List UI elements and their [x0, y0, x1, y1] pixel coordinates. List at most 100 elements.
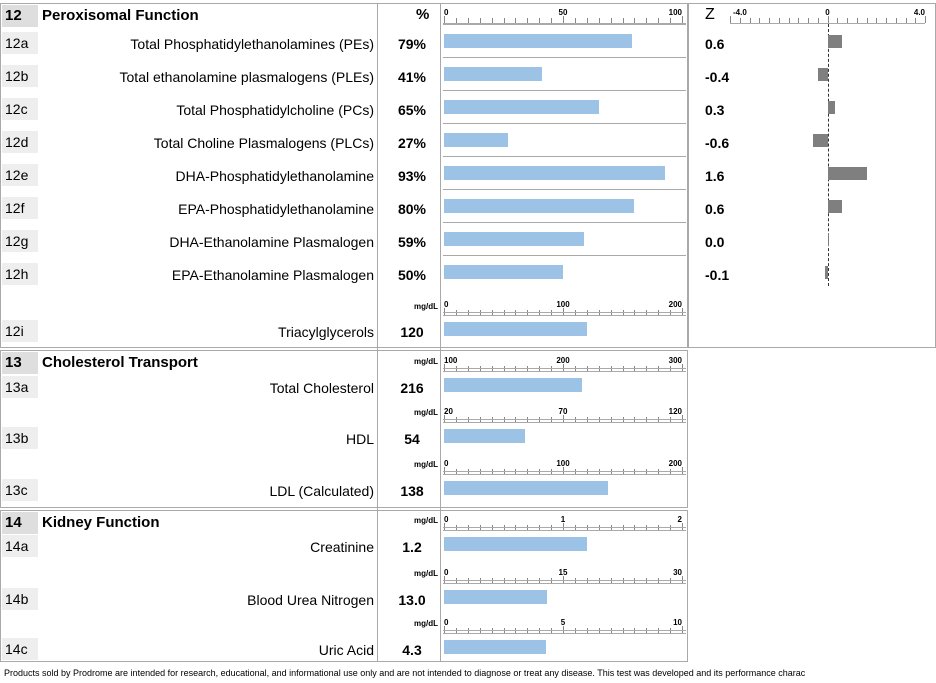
z-tick [759, 18, 761, 23]
unit-label: mg/dL [414, 460, 438, 469]
percent-scale-tick [479, 18, 481, 23]
z-tick [730, 16, 731, 23]
z-tick [876, 18, 878, 23]
percent-scale-tick [622, 18, 624, 23]
z-tick [837, 18, 839, 23]
kidney-row-bar [444, 640, 547, 654]
pe-row-code: 12f [2, 197, 38, 219]
pe-row-bar [444, 166, 666, 180]
pe-row-value: 93% [397, 168, 427, 184]
lipid-row-label: LDL (Calculated) [269, 483, 374, 499]
z-score-bar [825, 266, 828, 279]
z-tick [817, 18, 819, 23]
pe-row-code: 12g [2, 230, 38, 252]
pe-row-bar [444, 232, 585, 246]
tag-scale-tick-label: 100 [556, 300, 570, 309]
kidney-scale-tick-label: 30 [673, 568, 682, 577]
kidney-row-code: 14b [2, 588, 38, 610]
z-score-value: 0.6 [705, 201, 725, 217]
percent-scale-tick-label: 0 [444, 8, 449, 17]
z-axis-line [730, 23, 925, 24]
percent-scale-tick [527, 18, 529, 23]
disclaimer-text: Products sold by Prodrome are intended f… [4, 668, 806, 678]
percent-scale-tick [444, 16, 445, 23]
kidney-row-label: Uric Acid [318, 642, 374, 658]
percent-header: % [416, 6, 430, 23]
kidney-scale-tick-label: 1 [560, 515, 566, 524]
percent-scale-tick-label: 50 [558, 8, 568, 17]
kidney-row-code: 14a [2, 535, 38, 557]
kidney-row-row-line [443, 630, 686, 631]
percent-scale-axis-line [443, 23, 686, 24]
lipid-scale-tick-label: 100 [556, 459, 570, 468]
section-14-title: Kidney Function [42, 514, 160, 531]
kidney-row-row-line [443, 580, 686, 581]
tag-scale-tick-label: 0 [444, 300, 449, 309]
section-13-title: Cholesterol Transport [42, 354, 198, 371]
z-score-value: 0.6 [705, 36, 725, 52]
lipid-scale-tick-label: 20 [444, 407, 453, 416]
pe-row-value: 50% [397, 267, 427, 283]
section-12-number: 12 [2, 5, 38, 27]
lipid-row-code: 13a [2, 376, 38, 398]
pe-row-label: Total Choline Plasmalogens (PLCs) [153, 135, 374, 151]
tag-row-code: 12i [2, 320, 38, 342]
kidney-scale-tick [682, 626, 683, 633]
section-13-panel [0, 350, 688, 508]
pe-row-value: 59% [397, 234, 427, 250]
pe-row-value: 79% [397, 36, 427, 52]
lipid-scale-tick-label: 200 [556, 356, 570, 365]
tag-row-bar [444, 322, 587, 336]
pe-row-label: EPA-Ethanolamine Plasmalogen [171, 267, 374, 283]
z-tick [886, 18, 887, 23]
z-tick [808, 18, 809, 23]
z-tick-label: 4.0 [913, 8, 925, 17]
percent-scale-tick [467, 18, 469, 23]
percent-scale-tick [503, 18, 505, 23]
z-score-bar [812, 134, 828, 147]
lipid-scale-tick [682, 415, 683, 422]
unit-label: mg/dL [414, 408, 438, 417]
pe-row-bar [444, 67, 542, 81]
percent-scale-tick [515, 18, 517, 23]
z-score-value: -0.4 [705, 69, 730, 85]
z-tick [895, 18, 897, 23]
pe-row-code: 12b [2, 65, 38, 87]
unit-label: mg/dL [414, 619, 438, 628]
lipid-scale-tick [444, 364, 445, 371]
kidney-scale-tick-label: 5 [560, 618, 566, 627]
z-zero-line [827, 24, 829, 286]
pe-row-label: Total Phosphatidylcholine (PCs) [176, 102, 374, 118]
pe-row-label: DHA-Ethanolamine Plasmalogen [169, 234, 374, 250]
pe-row-bar [444, 100, 599, 114]
kidney-row-label: Creatinine [310, 539, 374, 555]
lipid-scale-tick [444, 415, 445, 422]
pe-row-row-line [443, 123, 686, 124]
kidney-row-bar [444, 537, 587, 551]
tag-scale-axis-line [443, 315, 686, 316]
lipid-scale-axis-line [443, 474, 686, 475]
percent-scale-tick [682, 16, 683, 23]
pe-row-bar [444, 133, 509, 147]
pe-row-row-line [443, 24, 686, 25]
percent-scale-tick [610, 18, 612, 23]
lipid-row-value: 54 [404, 431, 420, 447]
pe-row-code: 12e [2, 164, 38, 186]
column-divider [440, 3, 441, 662]
z-score-panel [688, 3, 936, 348]
section-14-number: 14 [2, 512, 38, 534]
kidney-scale-axis-line [443, 583, 686, 584]
z-tick [866, 18, 868, 23]
section-14-panel [0, 510, 688, 662]
z-score-value: -0.1 [705, 267, 730, 283]
tag-scale-tick-label: 200 [668, 300, 682, 309]
tag-row-row-line [443, 312, 686, 313]
kidney-scale-tick-label: 0 [444, 618, 449, 627]
z-tick [847, 18, 848, 23]
lipid-row-row-line [443, 419, 686, 420]
pe-row-code: 12a [2, 32, 38, 54]
z-tick [856, 18, 858, 23]
percent-scale-tick [658, 18, 660, 23]
lipid-scale-tick-label: 100 [444, 356, 458, 365]
lipid-scale-tick-label: 0 [444, 459, 449, 468]
